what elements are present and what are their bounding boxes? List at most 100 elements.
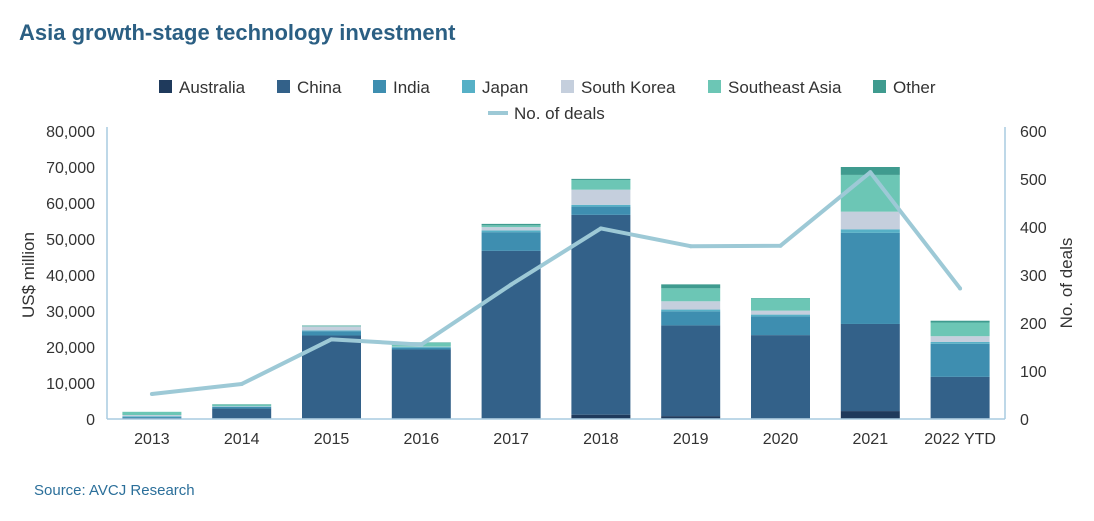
bar-segment [751,310,810,315]
chart-title: Asia growth-stage technology investment [19,20,456,45]
x-tick-label: 2017 [493,431,529,448]
bar-segment [571,189,631,205]
legend-item: Southeast Asia [708,78,842,97]
bar-segment [661,309,721,312]
legend-label: Japan [482,78,528,97]
bar-segment [751,335,810,419]
deal-count-point [419,342,424,347]
y2-tick-label: 0 [1020,412,1029,429]
legend-swatch [373,80,386,93]
legend-label: Australia [179,78,246,97]
deal-count-line [151,170,962,397]
bar-segment [840,232,900,324]
legend-label: Other [893,78,936,97]
bar-stack [391,342,451,419]
y-tick-label: 30,000 [46,304,95,321]
bar-segment [212,408,272,419]
legend-item: China [277,78,342,97]
bar-segment [571,414,631,419]
legend-item: India [373,78,430,97]
bar-segment [571,179,631,190]
bar-segment [840,174,900,212]
legend-label: No. of deals [514,104,605,123]
bar-segment [481,223,541,226]
bar-segment [930,322,990,337]
y-axis-title: US$ million [19,232,38,318]
bar-segment [751,314,810,317]
bar-segment [930,320,990,323]
legend-swatch [277,80,290,93]
bar-segment [391,347,451,350]
bar-segment [122,416,182,417]
bar-stack [751,298,810,419]
bar-segment [212,406,272,409]
legend-label: Southeast Asia [728,78,842,97]
bar-stack [212,404,272,419]
legend-label: South Korea [581,78,676,97]
bars [122,167,990,419]
bar-segment [122,411,182,416]
bar-segment [661,416,721,419]
bar-segment [481,250,541,419]
y2-tick-label: 300 [1020,268,1047,285]
bar-segment [212,404,272,407]
y-tick-label: 80,000 [46,124,95,141]
bar-segment [661,311,721,326]
bar-segment [930,376,990,419]
bar-segment [930,336,990,342]
y-tick-label: 10,000 [46,376,95,393]
bar-segment [122,416,182,418]
y-tick-label: 60,000 [46,196,95,213]
y-tick-label: 20,000 [46,340,95,357]
bar-segment [661,325,721,417]
bar-segment [840,211,900,230]
bar-segment [571,214,631,415]
bar-stack [302,325,361,419]
x-axis: 2013 2014 2015 2016 2017 2018 2019 2020 2021 2022… [107,418,1005,448]
bar-stack [122,411,182,419]
bar-segment [751,298,810,311]
deal-count-point [778,243,783,248]
deal-count-point [688,244,693,249]
deal-count-point [329,337,334,342]
deal-count-point [868,170,873,175]
bar-segment [391,347,451,348]
y-tick-label: 70,000 [46,160,95,177]
legend-swatch [873,80,886,93]
bar-segment [571,178,631,180]
deal-count-point [149,392,154,397]
source-note: Source: AVCJ Research [34,482,195,499]
x-tick-label: 2019 [673,431,709,448]
deal-line [149,170,963,397]
legend-item: No. of deals [488,104,605,123]
legend-label: India [393,78,430,97]
y2-tick-label: 200 [1020,316,1047,333]
legend-item: Other [873,78,936,97]
bar-segment [661,288,721,302]
x-tick-label: 2018 [583,431,619,448]
bar-segment [661,301,721,310]
legend-item: Japan [462,78,528,97]
y-tick-label: 0 [86,412,95,429]
x-tick-label: 2015 [314,431,350,448]
bar-stack [930,320,990,419]
bar-segment [302,331,361,336]
bar-segment [481,232,541,251]
legend-swatch [462,80,475,93]
bar-segment [302,330,361,332]
bar-segment [930,343,990,377]
legend-swatch [159,80,172,93]
bar-segment [840,411,900,419]
bar-segment [302,326,361,331]
bar-segment [302,325,361,327]
y2-tick-label: 400 [1020,220,1047,237]
bar-segment [391,349,451,419]
bar-segment [481,227,541,231]
y2-tick-label: 600 [1020,124,1047,141]
y2-tick-label: 100 [1020,364,1047,381]
bar-stack [481,223,541,419]
deal-count-point [598,226,603,231]
y2-axis-title: No. of deals [1057,238,1076,329]
bar-stack [571,178,631,419]
